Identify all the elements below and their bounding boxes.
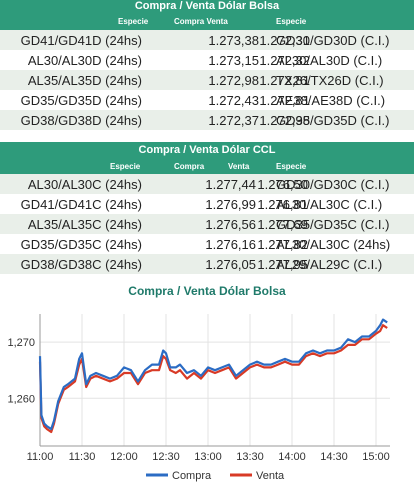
- especie-left-cell: AL30/AL30C (24hs): [27, 177, 142, 192]
- especie-right-cell: AL29/AL29C (C.I.): [276, 257, 383, 272]
- table-row: GD38/GD38D (24hs) 1.272,37 1.272,98 GD35/GD…: [0, 110, 414, 130]
- table-row: GD41/GD41D (24hs) 1.273,38 1.272,31 GD30/GD…: [0, 30, 414, 50]
- x-tick-label: 11:00: [27, 451, 54, 463]
- venta-cell: 1.272,31: [259, 33, 310, 48]
- especie-left-cell: GD35/GD35D (24hs): [20, 93, 142, 108]
- especie-left-cell: GD35/GD35C (24hs): [20, 237, 142, 252]
- header-especie-right: Especie: [276, 162, 307, 171]
- especie-left-cell: AL35/AL35D (24hs): [27, 73, 142, 88]
- header-especie-left: Especie: [110, 162, 141, 171]
- bolsa-table-title: Compra / Venta Dólar Bolsa: [0, 0, 414, 13]
- especie-right-cell: GD30/GD30D (C.I.): [276, 33, 390, 48]
- chart-canvas: 11:00 11:30 12:00 12:30 13:00 13:30 14:00 14:30…: [7, 314, 390, 482]
- especie-right-cell: GD35/GD35D (C.I.): [276, 113, 390, 128]
- table-row: AL30/AL30C (24hs) 1.277,44 1.276,50 GD30/GD…: [0, 174, 414, 194]
- compra-cell: 1.273,38: [208, 33, 259, 48]
- series-line-compra: [38, 318, 388, 431]
- chart-title: Compra / Venta Dólar Bolsa: [128, 284, 286, 298]
- y-tick-label: 1,270: [7, 337, 35, 349]
- legend-label-compra: Compra: [172, 470, 212, 482]
- venta-cell: 1.276,50: [257, 177, 308, 192]
- especie-left-cell: AL30/AL30D (24hs): [27, 53, 142, 68]
- especie-right-cell: TX26/TX26D (C.I.): [276, 73, 384, 88]
- bolsa-chart: Compra / Venta Dólar Bolsa 11:00 11:30 12:…: [0, 280, 414, 488]
- table-row: AL35/AL35C (24hs) 1.276,56 1.277,69 GD35/GD…: [0, 214, 414, 234]
- compra-cell: 1.276,05: [205, 257, 256, 272]
- x-tick-label: 11:30: [69, 451, 96, 463]
- ccl-panel: Compra / Venta Dólar CCL Especie Compra …: [0, 142, 414, 274]
- series-line-venta: [38, 324, 388, 434]
- venta-cell: 1.277,69: [257, 217, 308, 232]
- table-row: AL30/AL30D (24hs) 1.273,15 1.272,32 AL30/AL…: [0, 50, 414, 70]
- table-row: GD35/GD35D (24hs) 1.272,43 1.272,81 AE38/AE…: [0, 90, 414, 110]
- especie-right-cell: AL30/AL30C (C.I.): [276, 197, 383, 212]
- x-tick-label: 13:00: [194, 451, 222, 463]
- venta-cell: 1.276,81: [257, 197, 308, 212]
- header-venta: Venta: [228, 162, 250, 171]
- compra-cell: 1.276,56: [205, 217, 256, 232]
- compra-cell: 1.277,44: [205, 177, 256, 192]
- x-tick-label: 14:00: [278, 451, 306, 463]
- venta-cell: 1.272,98: [259, 113, 310, 128]
- especie-right-cell: GD30/GD30C (C.I.): [276, 177, 390, 192]
- table-row: AL35/AL35D (24hs) 1.272,98 1.272,81 TX26/TX…: [0, 70, 414, 90]
- compra-cell: 1.272,37: [208, 113, 259, 128]
- especie-left-cell: GD41/GD41C (24hs): [20, 197, 142, 212]
- bolsa-table-body: GD41/GD41D (24hs) 1.273,38 1.272,31 GD30/GD…: [0, 30, 414, 130]
- x-tick-label: 13:30: [236, 451, 264, 463]
- compra-cell: 1.276,16: [205, 237, 256, 252]
- venta-cell: 1.277,95: [257, 257, 308, 272]
- venta-cell: 1.277,82: [257, 237, 308, 252]
- especie-left-cell: GD41/GD41D (24hs): [20, 33, 142, 48]
- compra-cell: 1.272,43: [208, 93, 259, 108]
- ccl-table-header: Especie Compra Venta Especie: [0, 158, 414, 174]
- especie-left-cell: GD38/GD38C (24hs): [20, 257, 142, 272]
- venta-cell: 1.272,32: [259, 53, 310, 68]
- header-especie-left: Especie: [118, 17, 149, 26]
- header-compra: Compra: [174, 162, 205, 171]
- bolsa-panel: Compra / Venta Dólar Bolsa Especie Compr…: [0, 0, 414, 130]
- table-row: GD41/GD41C (24hs) 1.276,99 1.276,81 AL30/AL…: [0, 194, 414, 214]
- ccl-table-body: AL30/AL30C (24hs) 1.277,44 1.276,50 GD30/GD…: [0, 174, 414, 274]
- especie-left-cell: AL35/AL35C (24hs): [27, 217, 142, 232]
- x-tick-label: 14:30: [320, 451, 348, 463]
- ccl-table-title: Compra / Venta Dólar CCL: [0, 142, 414, 158]
- y-tick-label: 1,260: [7, 393, 35, 405]
- venta-cell: 1.272,81: [259, 93, 310, 108]
- especie-left-cell: GD38/GD38D (24hs): [20, 113, 142, 128]
- bolsa-table-header: Especie Compra Venta Especie: [0, 13, 414, 30]
- header-compra-venta: Compra Venta: [174, 17, 228, 26]
- compra-cell: 1.276,99: [205, 197, 256, 212]
- especie-right-cell: AE38/AE38D (C.I.): [276, 93, 386, 108]
- especie-right-cell: AL30/AL30C (24hs): [276, 237, 391, 252]
- x-tick-label: 12:30: [152, 451, 180, 463]
- table-row: GD38/GD38C (24hs) 1.276,05 1.277,95 AL29/AL…: [0, 254, 414, 274]
- compra-cell: 1.273,15: [208, 53, 259, 68]
- especie-right-cell: AL30/AL30D (C.I.): [276, 53, 383, 68]
- compra-cell: 1.272,98: [208, 73, 259, 88]
- x-tick-label: 15:00: [362, 451, 390, 463]
- table-row: GD35/GD35C (24hs) 1.276,16 1.277,82 AL30/AL…: [0, 234, 414, 254]
- venta-cell: 1.272,81: [259, 73, 310, 88]
- header-especie-right: Especie: [276, 17, 307, 26]
- x-tick-label: 12:00: [110, 451, 138, 463]
- legend-label-venta: Venta: [256, 470, 285, 482]
- especie-right-cell: GD35/GD35C (C.I.): [276, 217, 390, 232]
